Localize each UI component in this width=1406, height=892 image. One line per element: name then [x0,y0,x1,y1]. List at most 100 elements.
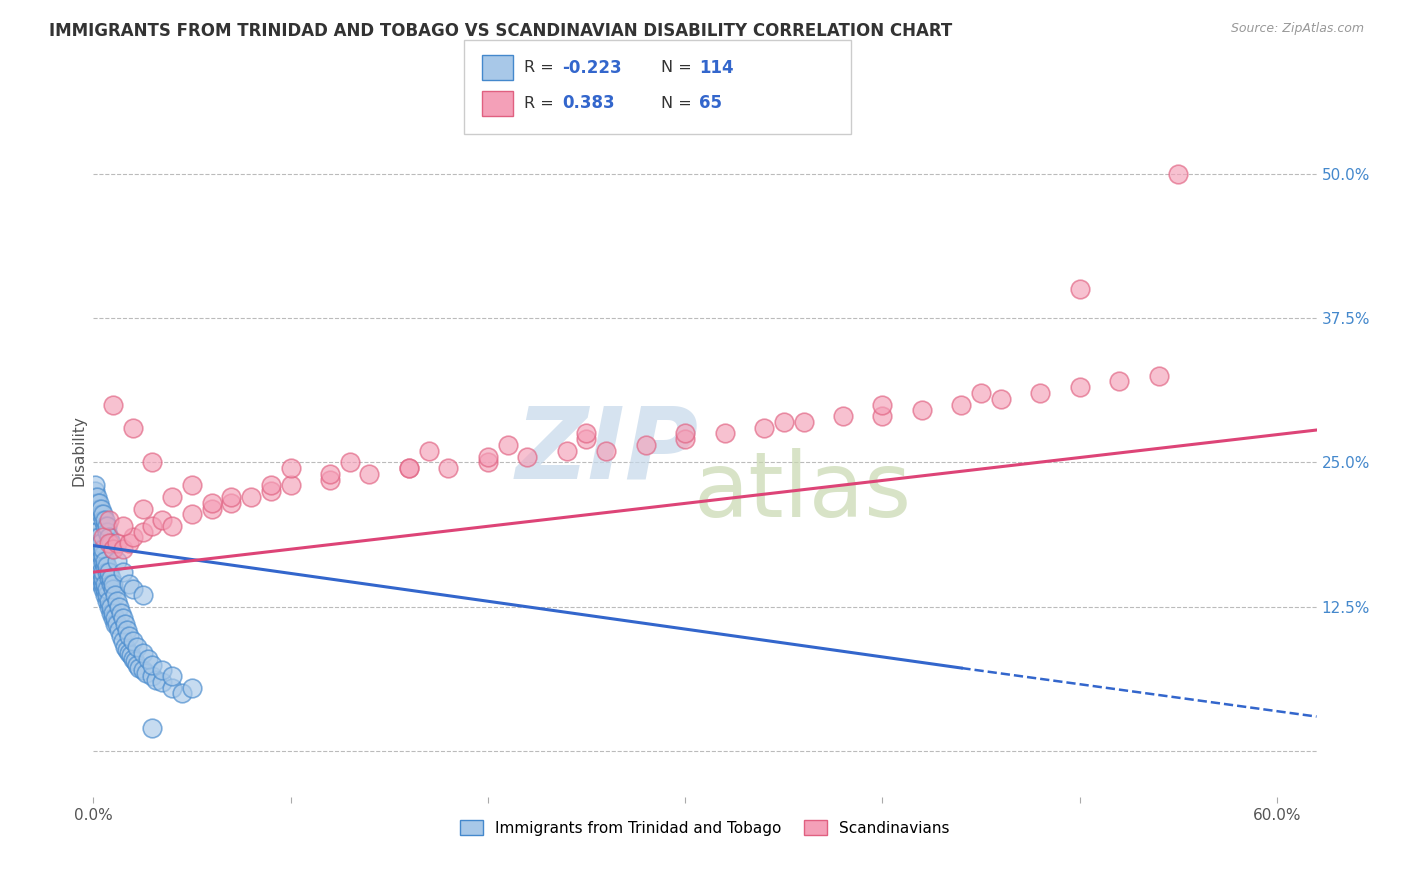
Point [170,686,193,700]
Point [101,542,124,557]
Point [94,582,117,597]
Y-axis label: Disability: Disability [72,416,86,486]
Point [114,640,136,655]
Point [121,634,143,648]
Point [101,606,124,620]
Point [108,599,131,614]
Point [516,450,538,464]
Point [104,617,127,632]
Point [135,665,157,680]
Point [221,496,243,510]
Point [96,565,118,579]
Text: 114: 114 [699,59,734,77]
Point [86,559,108,574]
Point [1108,375,1130,389]
Text: atlas: atlas [693,449,912,536]
Point [280,478,302,492]
Point [437,461,460,475]
Point [339,455,361,469]
Point [94,553,117,567]
Point [160,519,183,533]
Point [100,536,122,550]
Point [131,664,153,678]
Point [131,646,153,660]
Point [90,536,112,550]
Point [150,674,173,689]
Point [131,588,153,602]
Point [359,467,381,481]
Point [84,478,107,492]
Point [86,496,108,510]
Point [125,640,148,655]
Point [101,576,124,591]
Point [872,409,894,424]
Point [91,576,114,591]
Point [84,553,107,567]
Point [100,571,122,585]
Point [91,542,114,557]
Point [87,542,110,557]
Point [84,531,107,545]
Point [115,642,138,657]
Point [121,531,143,545]
Point [90,565,112,579]
Point [104,588,127,602]
Text: 0.383: 0.383 [562,95,614,112]
Point [110,606,132,620]
Point [101,542,124,557]
Point [398,461,420,475]
Text: IMMIGRANTS FROM TRINIDAD AND TOBAGO VS SCANDINAVIAN DISABILITY CORRELATION CHART: IMMIGRANTS FROM TRINIDAD AND TOBAGO VS S… [49,22,952,40]
Point [87,559,110,574]
Point [98,513,121,527]
Point [280,461,302,475]
Point [86,524,108,539]
Point [1029,386,1052,401]
Point [96,524,118,539]
Point [94,588,117,602]
Point [398,461,420,475]
Point [90,571,112,585]
Point [91,508,114,522]
Point [110,629,132,643]
Point [94,559,117,574]
Point [713,426,735,441]
Point [118,629,141,643]
Point [141,669,163,683]
Point [105,536,128,550]
Point [108,623,131,637]
Point [125,657,148,672]
Point [496,438,519,452]
Point [101,398,124,412]
Point [1069,282,1091,296]
Point [160,490,183,504]
Point [90,501,112,516]
Point [118,536,141,550]
Point [911,403,934,417]
Point [90,508,112,522]
Point [477,450,499,464]
Point [575,432,598,446]
Point [319,473,342,487]
Point [91,513,114,527]
Point [634,438,657,452]
Point [477,455,499,469]
Point [105,594,128,608]
Point [260,484,283,499]
Point [98,531,121,545]
Point [84,559,107,574]
Point [84,548,107,562]
Point [950,398,973,412]
Point [118,646,141,660]
Point [94,576,117,591]
Point [200,501,222,516]
Point [101,611,124,625]
Point [121,652,143,666]
Point [86,490,108,504]
Point [111,634,134,648]
Text: ZIP: ZIP [516,402,699,500]
Point [101,582,124,597]
Point [87,565,110,579]
Point [87,536,110,550]
Point [319,467,342,481]
Point [575,426,598,441]
